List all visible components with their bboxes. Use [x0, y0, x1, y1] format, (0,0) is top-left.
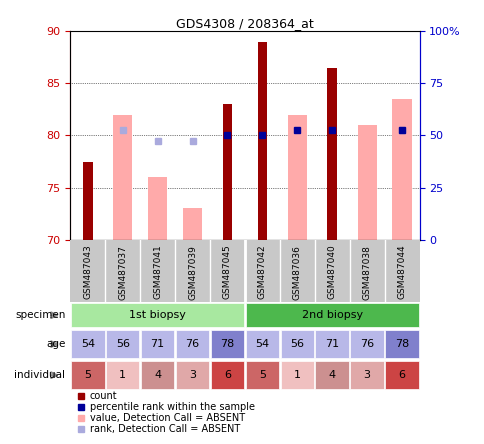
Bar	[315, 330, 348, 358]
Text: 5: 5	[258, 370, 265, 380]
Text: 71: 71	[324, 339, 339, 349]
Text: specimen: specimen	[15, 310, 65, 320]
Text: 1: 1	[119, 370, 126, 380]
Text: 78: 78	[220, 339, 234, 349]
Bar	[71, 361, 105, 389]
Text: GSM487045: GSM487045	[223, 245, 231, 300]
Text: GSM487036: GSM487036	[292, 245, 301, 300]
Bar	[245, 361, 279, 389]
Bar	[357, 125, 376, 240]
Bar	[245, 303, 418, 327]
Bar	[384, 361, 418, 389]
Bar	[210, 361, 244, 389]
Text: percentile rank within the sample: percentile rank within the sample	[90, 402, 254, 412]
Text: 1: 1	[293, 370, 300, 380]
Text: individual: individual	[15, 370, 65, 380]
Bar	[349, 330, 383, 358]
Bar	[106, 361, 139, 389]
Text: 1st biopsy: 1st biopsy	[129, 310, 186, 320]
Text: 2nd biopsy: 2nd biopsy	[301, 310, 362, 320]
Text: 78: 78	[394, 339, 408, 349]
Text: age: age	[46, 339, 65, 349]
Text: 4: 4	[328, 370, 335, 380]
Text: rank, Detection Call = ABSENT: rank, Detection Call = ABSENT	[90, 424, 240, 434]
Bar	[140, 361, 174, 389]
Text: 6: 6	[224, 370, 230, 380]
Text: GSM487039: GSM487039	[188, 245, 197, 300]
Bar	[175, 361, 209, 389]
Text: GSM487044: GSM487044	[397, 245, 406, 299]
Bar	[71, 330, 105, 358]
Text: GSM487042: GSM487042	[257, 245, 266, 299]
Text: 71: 71	[150, 339, 165, 349]
Text: 76: 76	[359, 339, 374, 349]
Text: 54: 54	[255, 339, 269, 349]
Bar	[280, 330, 314, 358]
Bar	[315, 361, 348, 389]
Text: GSM487041: GSM487041	[153, 245, 162, 300]
Text: 56: 56	[116, 339, 129, 349]
Text: GSM487038: GSM487038	[362, 245, 371, 300]
Bar	[210, 330, 244, 358]
Text: GSM487037: GSM487037	[118, 245, 127, 300]
Bar	[83, 162, 92, 240]
Bar	[106, 330, 139, 358]
Bar	[71, 303, 244, 327]
Bar	[257, 41, 267, 240]
Bar	[287, 115, 306, 240]
Bar	[327, 67, 336, 240]
Text: 3: 3	[363, 370, 370, 380]
Bar	[182, 208, 202, 240]
Bar	[140, 330, 174, 358]
Text: GSM487040: GSM487040	[327, 245, 336, 300]
Text: count: count	[90, 391, 117, 401]
Text: 6: 6	[398, 370, 405, 380]
Text: 5: 5	[84, 370, 91, 380]
Bar	[175, 330, 209, 358]
Text: 3: 3	[189, 370, 196, 380]
Text: GSM487043: GSM487043	[83, 245, 92, 300]
Text: value, Detection Call = ABSENT: value, Detection Call = ABSENT	[90, 413, 244, 423]
Bar	[148, 177, 167, 240]
Text: 56: 56	[290, 339, 303, 349]
Title: GDS4308 / 208364_at: GDS4308 / 208364_at	[176, 17, 313, 30]
Bar	[222, 104, 232, 240]
Bar	[392, 99, 411, 240]
Bar	[280, 361, 314, 389]
Text: 54: 54	[80, 339, 95, 349]
Text: 4: 4	[154, 370, 161, 380]
Bar	[349, 361, 383, 389]
Text: 76: 76	[185, 339, 199, 349]
Bar	[384, 330, 418, 358]
Bar	[113, 115, 132, 240]
Bar	[245, 330, 279, 358]
